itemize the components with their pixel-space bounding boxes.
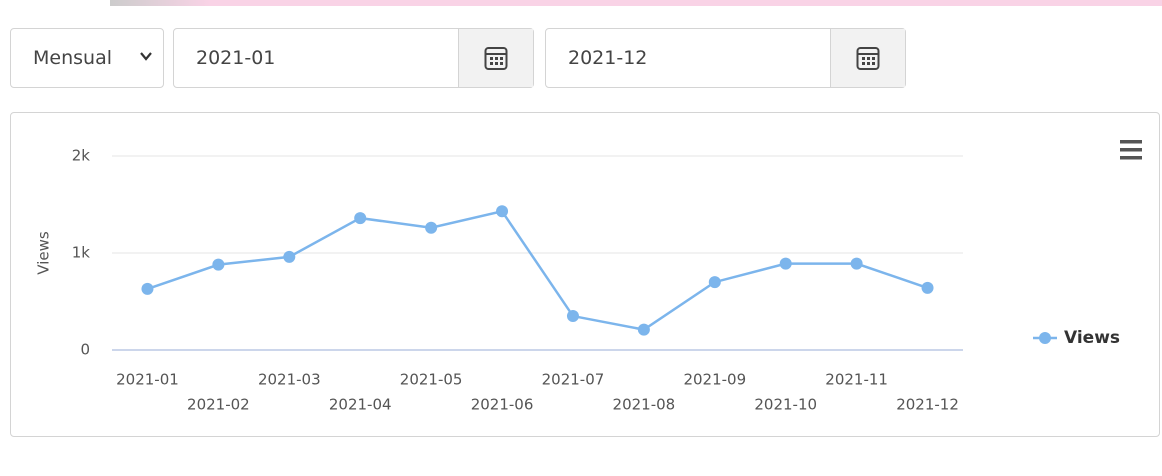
legend-marker bbox=[1039, 332, 1051, 344]
x-tick-label: 2021-07 bbox=[542, 371, 605, 389]
end-input[interactable]: 2021-12 bbox=[545, 28, 906, 88]
x-tick-label: 2021-06 bbox=[471, 396, 534, 414]
x-tick-label: 2021-02 bbox=[187, 396, 250, 414]
period-select[interactable]: Mensual bbox=[10, 28, 164, 88]
point bbox=[425, 221, 438, 234]
x-tick-label: 2021-05 bbox=[400, 371, 463, 389]
y-tick-label: 0 bbox=[80, 341, 90, 359]
legend-label: Views bbox=[1064, 328, 1120, 348]
x-tick-label: 2021-10 bbox=[754, 396, 817, 414]
line bbox=[147, 209, 928, 331]
x-tick-label: 2021-03 bbox=[258, 371, 321, 389]
y-tick-label: 2k bbox=[72, 147, 91, 165]
point bbox=[354, 212, 367, 225]
x-tick-label: 2021-11 bbox=[825, 371, 888, 389]
point bbox=[566, 310, 579, 323]
x-tick-label: 2021-09 bbox=[683, 371, 746, 389]
point bbox=[779, 257, 792, 270]
chart-box bbox=[10, 112, 1160, 437]
calendar-icon bbox=[484, 47, 508, 70]
start-text: 2021-01 bbox=[196, 47, 276, 69]
caret bbox=[140, 52, 152, 61]
x-tick-label: 2021-01 bbox=[116, 371, 179, 389]
x-tick-label: 2021-08 bbox=[613, 396, 676, 414]
point bbox=[212, 258, 225, 271]
menu-icon[interactable] bbox=[1120, 140, 1142, 160]
top-bar bbox=[110, 0, 1162, 6]
x-tick-label: 2021-04 bbox=[329, 396, 392, 414]
period-text: Mensual bbox=[33, 47, 112, 69]
point bbox=[283, 250, 296, 263]
point bbox=[708, 276, 721, 289]
point bbox=[496, 205, 509, 218]
start-input[interactable]: 2021-01 bbox=[173, 28, 534, 88]
end-text: 2021-12 bbox=[568, 47, 648, 69]
point bbox=[637, 323, 650, 336]
calendar-button[interactable] bbox=[830, 29, 905, 87]
calendar-button[interactable] bbox=[458, 29, 533, 87]
y-tick-label: 1k bbox=[72, 244, 91, 262]
y-axis-label: Views bbox=[35, 231, 53, 275]
calendar-icon bbox=[856, 47, 880, 70]
point bbox=[850, 257, 863, 270]
point bbox=[921, 281, 934, 294]
point bbox=[141, 282, 154, 295]
x-tick-label: 2021-12 bbox=[896, 396, 959, 414]
